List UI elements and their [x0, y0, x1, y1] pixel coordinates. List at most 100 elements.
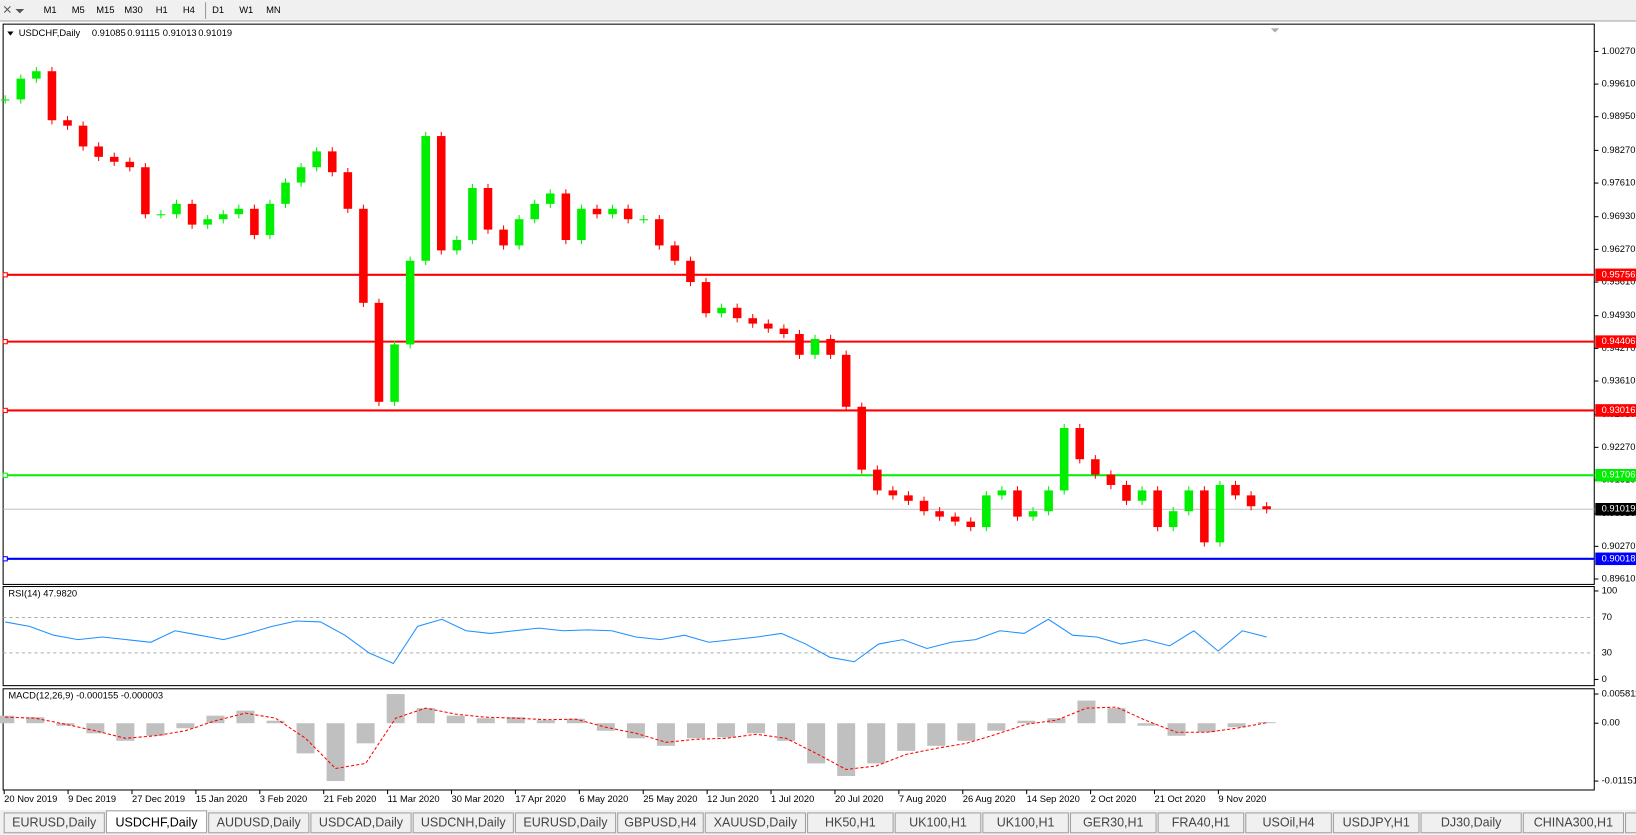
tab-label[interactable]: UK100,H1 — [997, 816, 1055, 830]
tab[interactable] — [1245, 812, 1332, 834]
candle — [203, 219, 212, 225]
tab[interactable] — [1332, 812, 1420, 834]
macd-signal — [5, 706, 1267, 771]
tab[interactable] — [704, 812, 807, 834]
tab-label[interactable]: CHINA300,H1 — [1534, 816, 1613, 830]
candle — [1028, 511, 1038, 517]
tab[interactable] — [807, 812, 894, 834]
tab-label[interactable]: EURUSD,Daily — [523, 816, 608, 830]
candle — [639, 219, 649, 221]
candle — [141, 167, 150, 215]
candle — [359, 208, 368, 303]
candle — [125, 161, 135, 168]
macd-bar — [656, 723, 675, 746]
macd-bar — [326, 723, 345, 782]
macd-bar — [717, 723, 736, 738]
macd-bar — [176, 723, 195, 729]
date-label: 25 May 2020 — [643, 793, 697, 804]
timeframe-button[interactable]: M5 — [72, 4, 85, 15]
candle — [468, 188, 477, 240]
candle — [935, 511, 944, 517]
macd-bar — [206, 715, 225, 724]
candle — [857, 406, 867, 470]
tab[interactable] — [894, 812, 982, 834]
timeframe-button[interactable]: W1 — [239, 4, 253, 15]
date-label: 27 Dec 2019 — [132, 793, 185, 804]
candle — [1246, 495, 1256, 507]
tab-label[interactable]: USDJPY,H1 — [1343, 816, 1410, 830]
header-price: 0.91013 — [163, 27, 197, 38]
tab[interactable] — [412, 812, 514, 834]
rsi-label: 70 — [1602, 611, 1612, 622]
macd-bar — [146, 723, 165, 736]
timeframe-button[interactable]: M1 — [44, 4, 57, 15]
tab[interactable] — [1420, 812, 1522, 834]
candle — [732, 307, 742, 319]
candle — [623, 208, 633, 220]
candle — [1013, 490, 1022, 517]
price-label: 0.89610 — [1602, 572, 1636, 583]
tab[interactable] — [1069, 812, 1157, 834]
candle — [514, 219, 524, 246]
tab-label[interactable]: HK50,H1 — [825, 816, 876, 830]
date-label: 3 Feb 2020 — [260, 793, 307, 804]
tab[interactable] — [3, 812, 105, 834]
tab-label[interactable]: USDCNH,Daily — [421, 816, 507, 830]
price-label: 0.94930 — [1602, 309, 1636, 320]
macd-bar — [536, 720, 555, 724]
tab-label[interactable]: GBPUSD,H4 — [624, 816, 696, 830]
tab-label[interactable]: EURUSD,Daily — [12, 816, 97, 830]
level-label-box — [1595, 335, 1636, 348]
current-price-box — [1595, 503, 1636, 516]
macd-bar — [26, 717, 45, 724]
tab-label[interactable]: AUDUSD,Daily — [217, 816, 302, 830]
tab-label[interactable]: USDCHF,Daily — [115, 816, 198, 830]
price-label: 0.96930 — [1602, 210, 1636, 221]
tab-label[interactable]: UK100,H1 — [909, 816, 967, 830]
tab-label[interactable]: DJ30,Daily — [1441, 816, 1502, 830]
candle — [312, 151, 321, 168]
tool-icon[interactable] — [3, 6, 25, 14]
level-label: 0.90018 — [1602, 552, 1636, 563]
tab[interactable] — [1157, 812, 1245, 834]
macd-label: -0.01151 — [1602, 775, 1636, 786]
candle — [1106, 474, 1116, 485]
timeframe-button[interactable]: H1 — [156, 4, 168, 15]
timeframe-button[interactable]: MN — [266, 4, 281, 15]
macd-bar — [807, 723, 826, 764]
level-label-box — [1595, 552, 1636, 566]
date-label: 17 Apr 2020 — [515, 793, 566, 804]
tab[interactable] — [514, 812, 617, 834]
tab[interactable] — [617, 812, 704, 834]
macd-bar — [86, 723, 105, 734]
macd-bar — [56, 723, 75, 726]
candle — [16, 78, 26, 100]
tab-label[interactable]: GER30,H1 — [1083, 816, 1144, 830]
tab[interactable] — [1625, 812, 1636, 834]
tab[interactable] — [1522, 812, 1625, 834]
candle — [1137, 490, 1147, 501]
level-label-box — [1595, 469, 1636, 482]
level-label: 0.94406 — [1602, 335, 1636, 346]
tab[interactable] — [208, 812, 310, 834]
date-label: 15 Jan 2020 — [196, 793, 248, 804]
tab-label[interactable]: USOil,H4 — [1262, 816, 1314, 830]
candle — [172, 203, 181, 215]
candle — [997, 490, 1007, 496]
tab-label[interactable]: XAUUSD,Daily — [714, 816, 798, 830]
level-label-box — [1595, 404, 1636, 417]
candle — [686, 260, 695, 283]
timeframe-button[interactable]: H4 — [183, 4, 195, 15]
timeframe-button[interactable]: D1 — [212, 4, 224, 15]
tab[interactable] — [105, 810, 208, 834]
timeframe-button[interactable]: M15 — [96, 4, 114, 15]
tab-label[interactable]: USDCAD,Daily — [319, 816, 404, 830]
timeframe-button[interactable]: M30 — [124, 4, 142, 15]
tab-label[interactable]: FRA40,H1 — [1172, 816, 1230, 830]
macd-bar — [686, 723, 706, 739]
tab[interactable] — [982, 812, 1069, 834]
candle — [982, 495, 991, 528]
candle — [717, 307, 726, 314]
candle — [748, 318, 758, 324]
tab[interactable] — [310, 812, 412, 834]
